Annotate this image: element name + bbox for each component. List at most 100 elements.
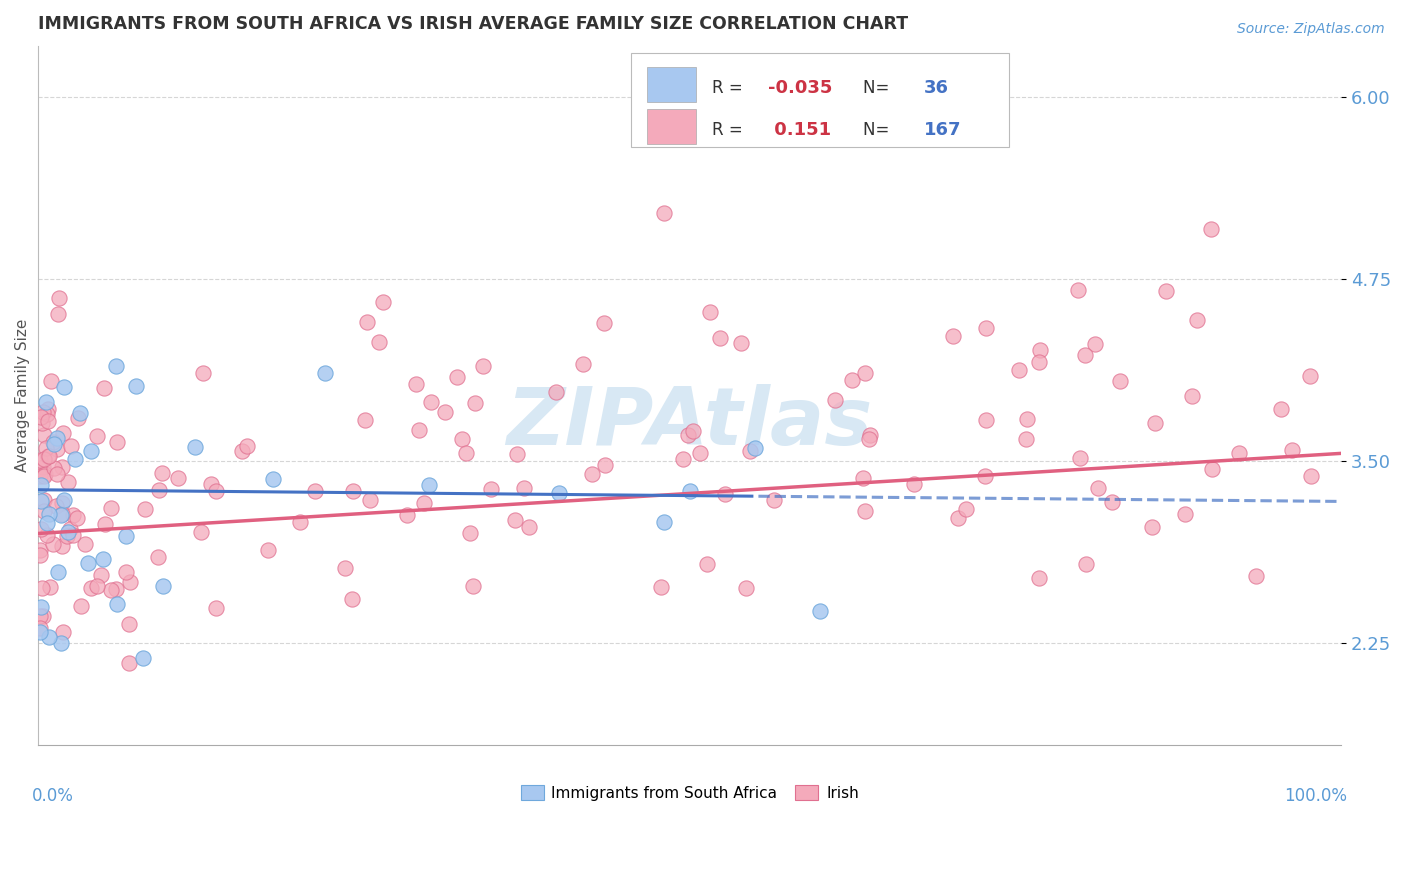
Point (1074, 558, 1097, 572)
Point (1029, 343, 1052, 357)
Point (371, 294, 394, 309)
Point (42, 536, 65, 550)
Point (744, 441, 766, 455)
Point (1015, 412, 1038, 426)
Point (55, 529, 77, 543)
Point (167, 471, 190, 485)
Point (190, 524, 212, 539)
Point (60, 439, 83, 453)
Point (672, 451, 695, 466)
Point (200, 476, 222, 491)
Point (148, 483, 170, 498)
Point (115, 565, 138, 579)
Point (1181, 389, 1204, 403)
Point (974, 321, 997, 335)
Point (450, 432, 472, 446)
Point (853, 504, 876, 518)
Point (80, 444, 103, 458)
Point (1073, 348, 1095, 362)
Point (52, 493, 75, 508)
Point (73, 536, 96, 550)
Point (34, 467, 56, 481)
Point (413, 495, 436, 509)
Point (134, 502, 156, 516)
Point (679, 483, 702, 498)
Point (581, 467, 603, 481)
Point (37, 407, 59, 421)
Point (1270, 402, 1292, 417)
Point (231, 444, 253, 458)
Point (461, 579, 484, 593)
Point (46, 565, 69, 579)
Point (458, 525, 481, 540)
Point (1101, 495, 1123, 509)
Point (808, 604, 831, 618)
Point (65, 452, 87, 467)
Point (32, 452, 55, 467)
Point (650, 580, 672, 594)
Point (304, 484, 326, 499)
Point (30, 599, 52, 614)
Point (28, 548, 51, 562)
Point (464, 396, 486, 410)
Point (446, 370, 468, 384)
Point (62, 528, 84, 542)
Point (51, 496, 73, 510)
Point (30, 478, 52, 492)
Point (90, 568, 112, 582)
Point (58, 525, 80, 540)
Point (853, 366, 876, 380)
Point (104, 582, 127, 596)
Point (32, 469, 55, 483)
Point (118, 616, 141, 631)
Point (1109, 374, 1132, 388)
Point (1281, 443, 1303, 458)
FancyBboxPatch shape (631, 53, 1010, 147)
Point (1028, 355, 1050, 369)
Bar (647, 109, 696, 144)
Point (342, 591, 364, 606)
Point (38, 449, 60, 463)
Point (1299, 369, 1322, 384)
Point (408, 423, 430, 437)
Point (46, 467, 69, 482)
Point (118, 575, 141, 590)
Point (66, 511, 89, 525)
Text: R =: R = (711, 121, 748, 139)
Point (38, 631, 60, 645)
Point (58, 475, 80, 490)
Text: 36: 36 (924, 78, 949, 96)
Point (183, 441, 205, 455)
Point (62, 508, 84, 523)
Point (69, 406, 91, 420)
Point (942, 328, 965, 343)
Point (52, 625, 75, 640)
Text: 100.0%: 100.0% (1285, 787, 1347, 805)
Point (572, 357, 595, 371)
Point (875, 89, 897, 103)
Point (80, 581, 103, 595)
Y-axis label: Average Family Size: Average Family Size (15, 318, 30, 472)
Point (976, 413, 998, 427)
Point (1154, 284, 1177, 298)
Point (405, 377, 427, 392)
Point (841, 373, 863, 387)
Point (479, 482, 502, 496)
Point (204, 483, 226, 498)
Point (1244, 569, 1267, 583)
Point (39, 374, 62, 388)
Point (125, 378, 148, 392)
Point (76, 556, 98, 570)
Point (513, 481, 536, 495)
Point (105, 598, 128, 612)
Bar (647, 67, 696, 102)
Point (48, 291, 70, 305)
Point (37, 527, 59, 541)
Point (652, 206, 675, 220)
Point (735, 582, 758, 596)
Point (262, 472, 284, 486)
Point (30, 493, 52, 508)
Point (30, 522, 52, 536)
Point (359, 492, 381, 507)
Point (32, 428, 55, 442)
